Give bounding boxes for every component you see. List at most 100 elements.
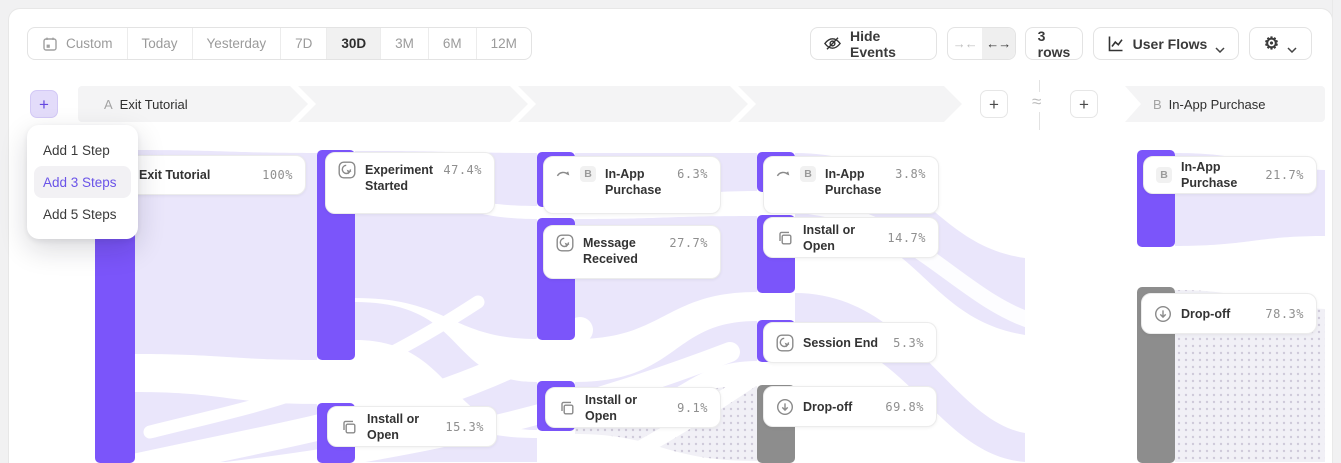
node-percent: 15.3% — [445, 419, 484, 434]
flow-node-in-app-purchase-a[interactable]: B In-App Purchase 6.3% — [543, 156, 721, 214]
step-label: In-App Purchase — [1168, 96, 1266, 112]
date-range-12m[interactable]: 12M — [477, 28, 531, 59]
menu-item-label: Add 1 Step — [43, 142, 110, 158]
calendar-icon — [42, 36, 58, 52]
menu-item-add-3-steps[interactable]: Add 3 Steps — [34, 166, 131, 198]
node-label: In-App Purchase — [825, 167, 882, 197]
node-label: Install or Open — [803, 222, 856, 253]
hide-events-button[interactable]: Hide Events — [810, 27, 937, 60]
settings-button[interactable]: ⚙ — [1249, 27, 1312, 60]
flow-node-drop-off-b[interactable]: Drop-off 78.3% — [1141, 293, 1317, 334]
flow-node-experiment-started[interactable]: Experiment Started 47.4% — [325, 152, 495, 214]
node-label: Session End — [803, 335, 879, 350]
copy-icon — [558, 399, 576, 417]
add-step-after-a-button[interactable]: + — [980, 90, 1008, 118]
menu-item-add-1-step[interactable]: Add 1 Step — [34, 134, 131, 166]
copy-icon — [340, 418, 358, 436]
date-range-custom[interactable]: Custom — [28, 28, 128, 59]
node-percent: 69.8% — [885, 399, 924, 414]
step-header-segment-3[interactable] — [518, 86, 748, 122]
date-range-label: 6M — [442, 36, 462, 51]
rows-label: 3 rows — [1037, 27, 1071, 60]
date-range-label: Today — [141, 36, 178, 51]
date-range-yesterday[interactable]: Yesterday — [193, 28, 282, 59]
eye-off-icon — [823, 34, 842, 53]
gear-icon: ⚙ — [1263, 34, 1280, 53]
collapse-columns-button[interactable]: →← — [948, 28, 982, 59]
step-b-badge: B — [580, 166, 596, 182]
node-percent: 27.7% — [669, 236, 708, 250]
flow-node-message-received[interactable]: Message Received 27.7% — [543, 225, 721, 279]
add-step-button-active[interactable]: + — [30, 90, 58, 118]
section-divider-line — [1039, 112, 1040, 130]
step-header-segment-4[interactable] — [738, 86, 962, 122]
date-range-label: Yesterday — [206, 36, 267, 51]
date-range-3m[interactable]: 3M — [381, 28, 429, 59]
node-percent: 9.1% — [677, 400, 708, 415]
date-range-label: 7D — [295, 36, 313, 51]
plus-icon: + — [1079, 94, 1089, 114]
step-label: Exit Tutorial — [119, 96, 188, 112]
flow-chart-icon — [1107, 35, 1125, 53]
step-letter: B — [1153, 96, 1162, 112]
rows-button[interactable]: 3 rows — [1025, 27, 1083, 60]
step-b-badge: B — [1156, 167, 1172, 183]
node-label: Drop-off — [803, 399, 853, 414]
node-percent: 47.4% — [443, 163, 482, 177]
flow-node-install-or-open-a[interactable]: Install or Open 15.3% — [327, 406, 497, 447]
node-percent: 100% — [262, 168, 293, 182]
approx-separator-icon: ≈ — [1029, 92, 1045, 112]
flow-node-drop-off-a[interactable]: Drop-off 69.8% — [763, 386, 937, 427]
date-range-label: 12M — [490, 36, 517, 51]
section-divider-line — [1039, 80, 1040, 94]
flow-node-in-app-purchase-c[interactable]: B In-App Purchase 21.7% — [1143, 156, 1317, 194]
event-icon — [338, 161, 356, 179]
panel-right-divider — [1332, 0, 1333, 463]
date-range-today[interactable]: Today — [128, 28, 193, 59]
step-header-b[interactable]: B In-App Purchase — [1125, 86, 1325, 122]
step-header-segment-2[interactable] — [298, 86, 528, 122]
date-range-label: 3M — [395, 36, 414, 51]
chevron-down-icon — [1287, 40, 1297, 54]
event-icon — [776, 334, 794, 352]
flow-node-install-or-open-c[interactable]: Install or Open 14.7% — [763, 217, 939, 258]
node-label: Experiment Started — [365, 163, 434, 193]
drop-off-icon — [1154, 305, 1172, 323]
expand-columns-button[interactable]: ←→ — [981, 28, 1015, 59]
hide-events-label: Hide Events — [850, 27, 896, 60]
collapse-icon: →← — [952, 36, 978, 51]
skip-arrow-icon — [556, 165, 571, 183]
node-percent: 78.3% — [1265, 306, 1304, 321]
flow-node-session-end[interactable]: Session End 5.3% — [763, 322, 937, 363]
plus-icon: + — [39, 94, 49, 114]
flow-node-install-or-open-b[interactable]: Install or Open 9.1% — [545, 387, 721, 428]
date-range-label: Custom — [66, 36, 113, 51]
node-percent: 14.7% — [887, 230, 926, 245]
add-step-before-b-button[interactable]: + — [1070, 90, 1098, 118]
add-step-menu: Add 1 Step Add 3 Steps Add 5 Steps — [27, 125, 138, 239]
view-selector-label: User Flows — [1132, 35, 1208, 52]
flow-node-in-app-purchase-b[interactable]: B In-App Purchase 3.8% — [763, 156, 939, 214]
date-range-30d-selected[interactable]: 30D — [327, 28, 382, 59]
plus-icon: + — [989, 94, 999, 114]
date-range-6m[interactable]: 6M — [429, 28, 477, 59]
node-percent: 5.3% — [893, 335, 924, 350]
step-header-a[interactable]: A Exit Tutorial — [78, 86, 308, 122]
node-label: In-App Purchase — [605, 167, 662, 197]
node-label: Drop-off — [1181, 306, 1231, 321]
step-letter: A — [104, 96, 113, 112]
view-selector-button[interactable]: User Flows — [1093, 27, 1239, 60]
date-range-picker: Custom Today Yesterday 7D 30D 3M 6M 12M — [27, 27, 532, 60]
node-percent: 3.8% — [895, 167, 926, 181]
node-label: Install or Open — [367, 411, 420, 442]
menu-item-add-5-steps[interactable]: Add 5 Steps — [34, 198, 131, 230]
chevron-down-icon — [1215, 40, 1225, 54]
menu-item-label: Add 5 Steps — [43, 206, 117, 222]
date-range-7d[interactable]: 7D — [281, 28, 328, 59]
node-label: In-App Purchase — [1181, 160, 1238, 190]
node-label: Install or Open — [585, 392, 638, 423]
node-label: Message Received — [583, 236, 638, 266]
drop-off-icon — [776, 398, 794, 416]
skip-arrow-icon — [776, 165, 791, 183]
node-percent: 6.3% — [677, 167, 708, 181]
